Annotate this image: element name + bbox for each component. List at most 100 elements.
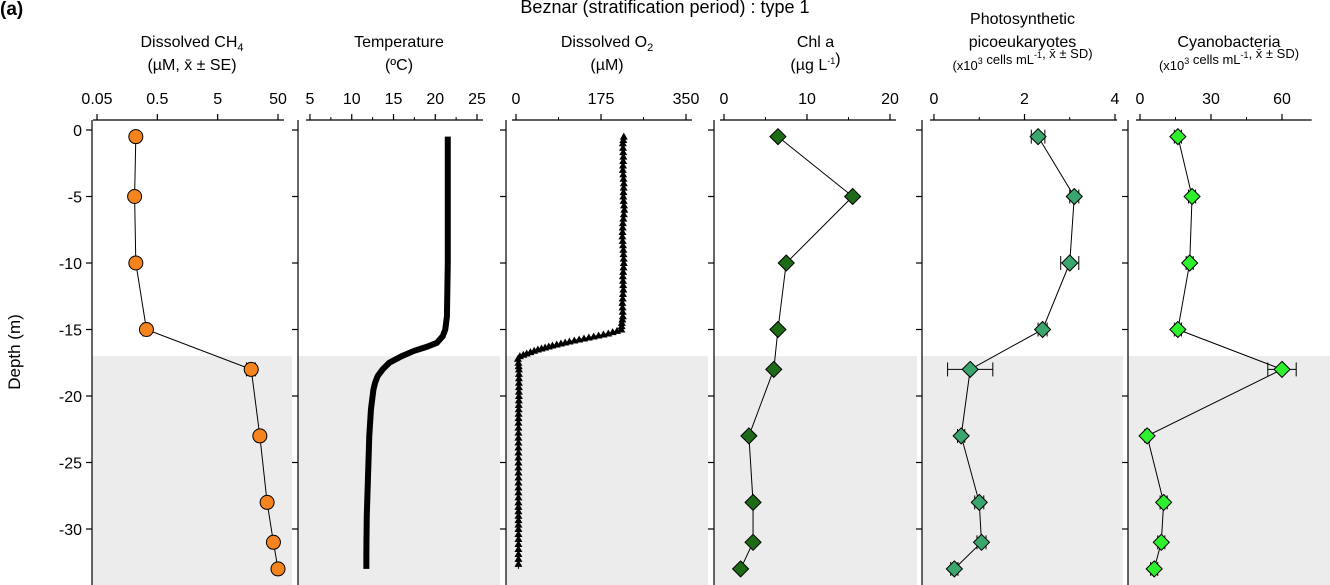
shaded-region bbox=[922, 356, 1123, 585]
data-point bbox=[514, 448, 523, 456]
data-point bbox=[514, 463, 523, 471]
data-point bbox=[514, 559, 523, 567]
data-point bbox=[619, 157, 628, 165]
data-point bbox=[514, 493, 523, 501]
data-point bbox=[619, 135, 628, 143]
data-point bbox=[1273, 360, 1291, 379]
data-point bbox=[514, 396, 523, 404]
data-point bbox=[1169, 320, 1187, 339]
unit-text: , x̄ ± SD) bbox=[1249, 46, 1299, 61]
data-point bbox=[127, 189, 143, 204]
x-tick-label: 0 bbox=[720, 91, 729, 108]
x-tick-label: 0.5 bbox=[146, 91, 168, 108]
data-point bbox=[620, 205, 629, 213]
data-point bbox=[608, 328, 617, 336]
unit-text: ) bbox=[835, 51, 840, 68]
unit-superscript: -1 bbox=[1241, 50, 1249, 60]
data-point bbox=[619, 214, 628, 222]
x-tick-label: 0.05 bbox=[81, 91, 112, 108]
data-point bbox=[514, 423, 523, 431]
data-point bbox=[514, 488, 523, 496]
data-point bbox=[619, 210, 628, 218]
data-point bbox=[1138, 427, 1156, 445]
panel-label: (a) bbox=[0, 0, 23, 20]
data-point bbox=[514, 358, 523, 366]
data-point bbox=[514, 433, 523, 441]
y-tick-label: -30 bbox=[59, 522, 82, 539]
x-tick-label: 175 bbox=[588, 91, 615, 108]
unit-text: (x10 bbox=[1159, 58, 1184, 73]
data-point bbox=[252, 428, 268, 444]
unit-text: cells mL bbox=[1189, 52, 1240, 67]
data-point bbox=[594, 331, 603, 339]
data-point bbox=[514, 498, 523, 506]
data-point bbox=[618, 307, 627, 315]
data-point bbox=[619, 183, 628, 191]
data-point bbox=[514, 468, 523, 476]
data-point bbox=[1152, 533, 1171, 552]
x-tick-label: 0 bbox=[512, 91, 521, 108]
unit-text: cells mL bbox=[983, 52, 1034, 67]
data-point bbox=[1154, 493, 1173, 512]
data-point bbox=[744, 533, 762, 552]
data-point bbox=[1180, 254, 1199, 272]
panel-unit: (x103 cells mL-1, x̄ ± SD) bbox=[952, 46, 1092, 73]
data-point bbox=[619, 192, 628, 200]
data-point bbox=[259, 494, 275, 510]
data-point bbox=[584, 333, 593, 341]
data-point bbox=[570, 336, 579, 344]
x-tick-label: 20 bbox=[881, 91, 899, 108]
shaded-region bbox=[298, 356, 500, 585]
data-point bbox=[514, 438, 523, 446]
x-tick-label: 20 bbox=[426, 91, 444, 108]
data-point bbox=[514, 554, 523, 562]
data-point bbox=[514, 516, 523, 524]
data-point bbox=[619, 290, 628, 298]
y-tick-label: -20 bbox=[59, 389, 82, 406]
data-point bbox=[513, 354, 522, 362]
data-point bbox=[765, 360, 783, 379]
data-point bbox=[1145, 560, 1163, 578]
data-point bbox=[514, 409, 523, 417]
x-tick-label: 0 bbox=[1136, 91, 1145, 108]
data-point bbox=[961, 360, 979, 379]
data-point bbox=[618, 219, 627, 227]
data-point bbox=[1169, 127, 1187, 146]
panel-title: Photosynthetic bbox=[970, 11, 1075, 28]
data-point bbox=[777, 254, 795, 272]
y-tick-label: -10 bbox=[59, 256, 82, 273]
data-point bbox=[514, 392, 523, 399]
panel-title: Dissolved CH4 bbox=[140, 34, 243, 54]
figure-title: Beznar (stratification period) : type 1 bbox=[520, 0, 809, 17]
x-tick-label: 25 bbox=[468, 91, 486, 108]
panel-unit: (µg L-1) bbox=[790, 51, 840, 74]
data-point bbox=[514, 400, 523, 408]
data-point bbox=[618, 303, 627, 311]
data-point bbox=[619, 152, 628, 160]
data-point bbox=[514, 539, 523, 547]
data-point bbox=[514, 365, 523, 373]
data-point bbox=[514, 525, 523, 532]
data-point bbox=[843, 187, 862, 206]
x-tick-label: 10 bbox=[343, 91, 361, 108]
data-point bbox=[619, 250, 628, 258]
data-point bbox=[619, 196, 628, 204]
y-tick-label: -15 bbox=[59, 323, 82, 340]
panel-title: Chl a bbox=[797, 34, 834, 51]
data-point bbox=[619, 254, 628, 262]
title-subscript: 2 bbox=[647, 42, 653, 54]
panel-3: 0 175 350 Dissolved O2 (µM) bbox=[500, 34, 708, 585]
data-point bbox=[619, 170, 628, 178]
unit-text: (µg L bbox=[790, 57, 827, 74]
data-point bbox=[619, 143, 628, 151]
shaded-region bbox=[506, 356, 708, 585]
data-point bbox=[731, 560, 750, 578]
data-point bbox=[514, 483, 523, 491]
shaded-region bbox=[714, 356, 917, 585]
data-point bbox=[514, 534, 523, 542]
data-point bbox=[243, 361, 259, 377]
data-point bbox=[619, 161, 628, 169]
shaded-region bbox=[92, 356, 292, 585]
